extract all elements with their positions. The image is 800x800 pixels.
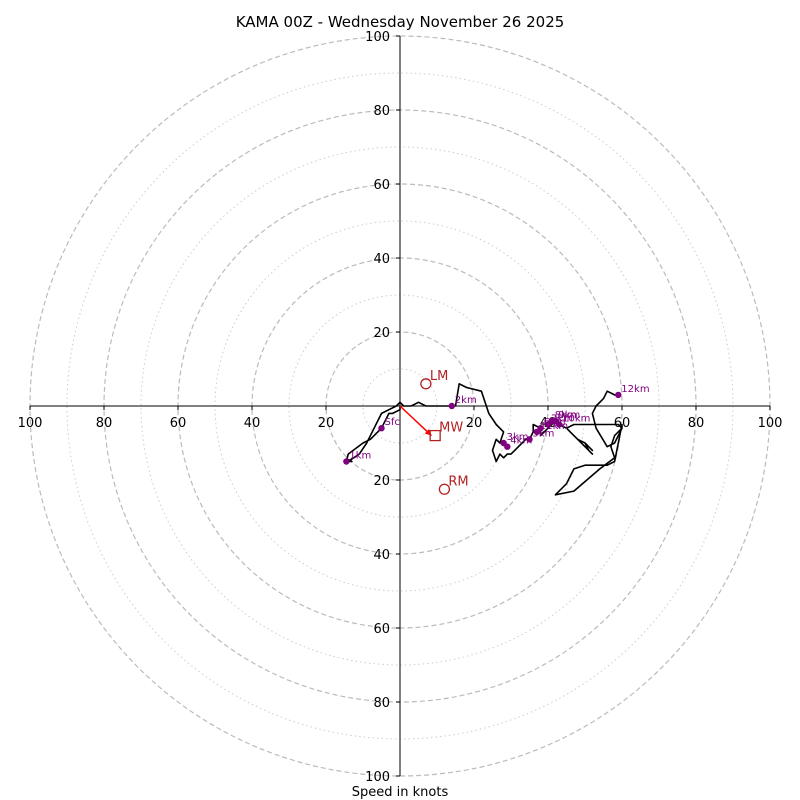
storm-motion-marker-lm xyxy=(420,378,432,390)
wind-trace xyxy=(345,382,623,496)
height-label-Sfc: Sfc xyxy=(385,417,400,428)
height-label-11km: 11km xyxy=(540,421,568,432)
x-tick-label: 60 xyxy=(614,416,631,431)
y-tick-label-top: 100 xyxy=(365,30,390,45)
height-point-2km xyxy=(448,402,455,410)
height-label-4km: 4km xyxy=(510,436,532,447)
height-label-7km: 7km xyxy=(551,414,573,425)
y-tick-label-bottom: 60 xyxy=(373,622,390,637)
height-label-5km: 5km xyxy=(533,428,555,439)
height-label-9km: 9km xyxy=(558,410,580,421)
height-point-1km xyxy=(343,458,350,465)
height-label-1km: 1km xyxy=(349,451,371,462)
y-tick-label-bottom: 40 xyxy=(373,548,390,563)
x-tick-label: 100 xyxy=(18,416,43,431)
x-axis-label: Speed in knots xyxy=(352,785,449,800)
height-markers: Sfc1km2km3km4km5km6km7km8km9km10km11km12… xyxy=(343,384,650,465)
x-tick-label: 20 xyxy=(318,416,335,431)
storm-motion-markers: LM MW RM xyxy=(399,369,469,495)
storm-motion-label-rm: RM xyxy=(448,474,468,489)
storm-motion-label-lm: LM xyxy=(430,369,448,384)
height-label-3km: 3km xyxy=(507,432,529,443)
tick-labels: 1008060402020406080100204060801002040608… xyxy=(18,30,783,785)
height-point-4km xyxy=(504,443,511,450)
height-point-5km xyxy=(526,436,533,443)
x-tick-label: 20 xyxy=(466,416,483,431)
y-tick-label-top: 20 xyxy=(373,326,390,341)
height-point-10km xyxy=(555,421,563,428)
mean-wind-arrow-shaft xyxy=(399,405,432,437)
height-point-Sfc xyxy=(378,425,385,432)
height-point-11km xyxy=(533,428,541,436)
x-tick-label: 60 xyxy=(170,416,187,431)
x-tick-label: 100 xyxy=(758,416,783,431)
y-tick-label-bottom: 100 xyxy=(365,770,390,785)
x-tick-label: 80 xyxy=(96,416,113,431)
storm-motion-marker-mw xyxy=(429,429,441,442)
height-point-12km xyxy=(615,391,622,399)
height-label-10km: 10km xyxy=(562,414,590,425)
x-tick-label: 40 xyxy=(244,416,261,431)
x-tick-label: 80 xyxy=(688,416,705,431)
height-label-2km: 2km xyxy=(455,395,477,406)
hodograph-trace-line xyxy=(345,382,623,496)
chart-title: KAMA 00Z - Wednesday November 26 2025 xyxy=(236,13,565,31)
y-tick-label-top: 80 xyxy=(373,104,390,119)
height-label-8km: 8km xyxy=(555,410,577,421)
y-tick-label-bottom: 80 xyxy=(373,696,390,711)
storm-motion-label-mw: MW xyxy=(439,421,463,436)
storm-motion-marker-rm xyxy=(438,483,451,495)
y-tick-label-bottom: 20 xyxy=(373,474,390,489)
height-label-12km: 12km xyxy=(621,384,649,395)
y-tick-label-top: 40 xyxy=(373,252,390,267)
y-tick-label-top: 60 xyxy=(373,178,390,193)
